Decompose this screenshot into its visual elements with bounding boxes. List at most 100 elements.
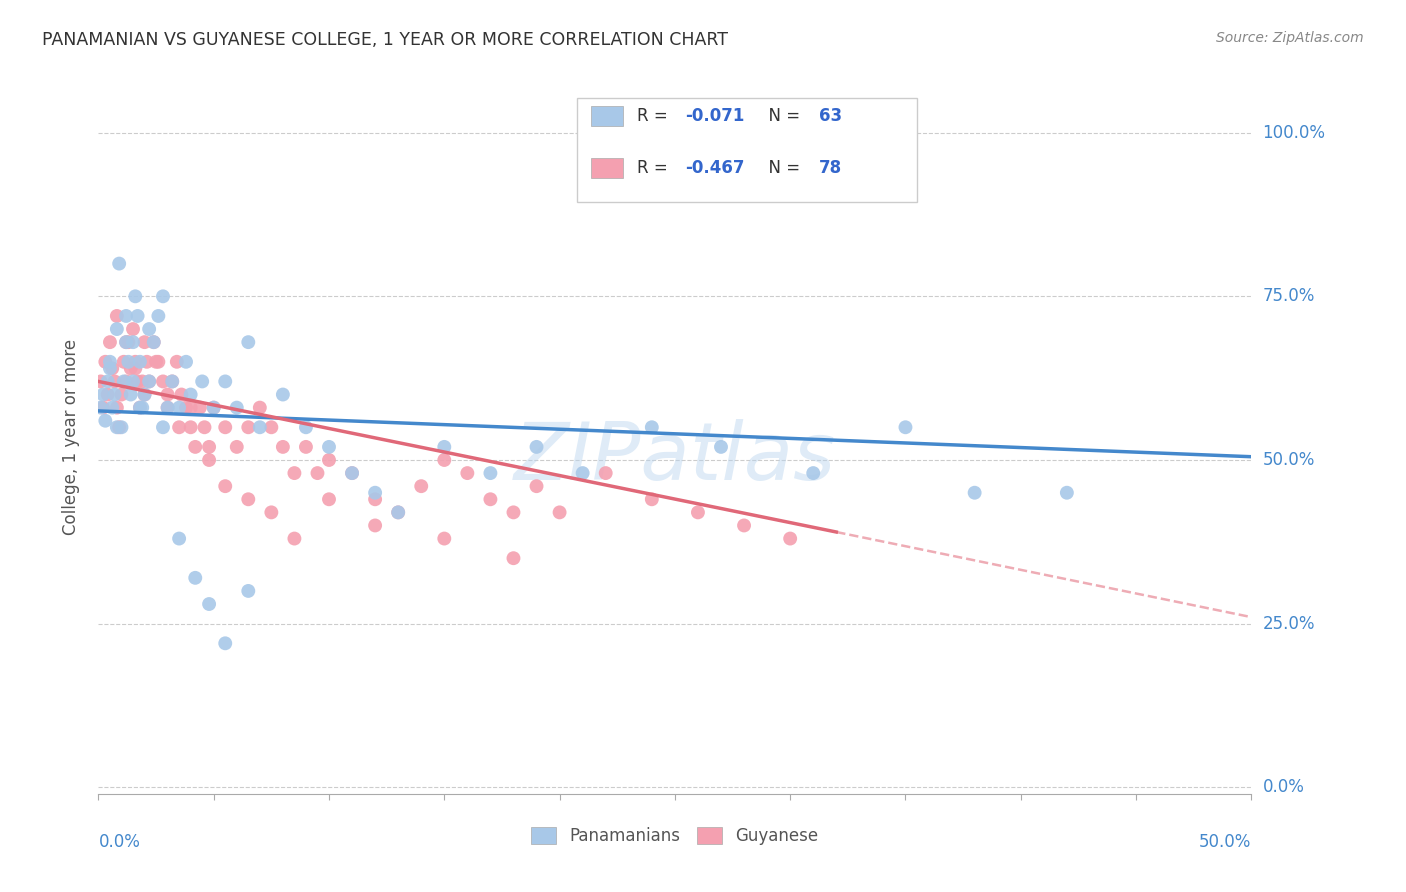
Point — [214, 479, 236, 493]
Text: 0.0%: 0.0% — [98, 833, 141, 851]
Point — [1056, 485, 1078, 500]
Point — [433, 532, 456, 546]
Legend: Panamanians, Guyanese: Panamanians, Guyanese — [523, 819, 827, 854]
Point — [548, 505, 571, 519]
Point — [801, 466, 824, 480]
Point — [117, 355, 139, 369]
Point — [238, 492, 260, 507]
Point — [433, 440, 456, 454]
Point — [91, 387, 114, 401]
Bar — [591, 158, 623, 178]
Point — [271, 440, 294, 454]
Point — [249, 401, 271, 415]
Text: 25.0%: 25.0% — [1263, 615, 1315, 632]
Point — [167, 420, 190, 434]
Point — [641, 492, 664, 507]
Point — [249, 420, 271, 434]
Point — [167, 532, 190, 546]
Text: N =: N = — [758, 107, 806, 125]
Point — [124, 355, 146, 369]
Text: 50.0%: 50.0% — [1263, 451, 1315, 469]
Point — [710, 440, 733, 454]
Text: ZIPatlas: ZIPatlas — [513, 419, 837, 498]
Point — [115, 309, 138, 323]
Point — [198, 440, 221, 454]
Point — [214, 375, 236, 389]
Point — [180, 420, 202, 434]
Point — [134, 387, 156, 401]
Point — [148, 309, 170, 323]
Point — [198, 597, 221, 611]
Point — [318, 440, 340, 454]
Point — [135, 355, 157, 369]
Point — [105, 322, 128, 336]
Point — [115, 375, 138, 389]
Point — [127, 375, 149, 389]
Point — [129, 401, 152, 415]
Point — [122, 335, 145, 350]
Point — [145, 355, 167, 369]
Point — [295, 440, 318, 454]
Point — [105, 309, 128, 323]
Point — [686, 505, 709, 519]
Point — [91, 401, 114, 415]
Point — [160, 375, 183, 389]
Point — [963, 485, 986, 500]
Point — [138, 322, 160, 336]
Point — [98, 361, 121, 376]
Text: 78: 78 — [820, 159, 842, 177]
Point — [138, 375, 160, 389]
Point — [138, 375, 160, 389]
Text: 100.0%: 100.0% — [1263, 124, 1326, 142]
Point — [129, 401, 152, 415]
Point — [779, 532, 801, 546]
Point — [340, 466, 363, 480]
Text: R =: R = — [637, 107, 673, 125]
Point — [733, 518, 755, 533]
Point — [129, 355, 152, 369]
Text: Source: ZipAtlas.com: Source: ZipAtlas.com — [1216, 31, 1364, 45]
Point — [191, 375, 214, 389]
Text: PANAMANIAN VS GUYANESE COLLEGE, 1 YEAR OR MORE CORRELATION CHART: PANAMANIAN VS GUYANESE COLLEGE, 1 YEAR O… — [42, 31, 728, 49]
Point — [108, 420, 131, 434]
Point — [90, 401, 112, 415]
Point — [97, 387, 120, 401]
Text: -0.071: -0.071 — [685, 107, 745, 125]
Point — [156, 401, 179, 415]
Point — [110, 387, 132, 401]
Point — [94, 355, 117, 369]
Point — [108, 257, 131, 271]
Point — [318, 492, 340, 507]
Text: R =: R = — [637, 159, 673, 177]
Point — [364, 518, 387, 533]
Point — [97, 375, 120, 389]
Point — [142, 335, 165, 350]
Point — [103, 387, 125, 401]
Point — [174, 355, 197, 369]
Point — [198, 453, 221, 467]
Point — [112, 355, 135, 369]
Point — [160, 375, 183, 389]
Text: 63: 63 — [820, 107, 842, 125]
Point — [148, 355, 170, 369]
Point — [167, 401, 190, 415]
Point — [202, 401, 225, 415]
Point — [184, 571, 207, 585]
Point — [340, 466, 363, 480]
Point — [105, 420, 128, 434]
Bar — [576, 98, 917, 202]
Point — [225, 440, 247, 454]
Point — [479, 466, 502, 480]
Point — [214, 636, 236, 650]
Text: -0.467: -0.467 — [685, 159, 745, 177]
Point — [98, 355, 121, 369]
Point — [134, 387, 156, 401]
Point — [90, 375, 112, 389]
Point — [894, 420, 917, 434]
Point — [174, 401, 197, 415]
Point — [271, 387, 294, 401]
Point — [112, 375, 135, 389]
Point — [124, 289, 146, 303]
Point — [134, 335, 156, 350]
Point — [120, 387, 142, 401]
